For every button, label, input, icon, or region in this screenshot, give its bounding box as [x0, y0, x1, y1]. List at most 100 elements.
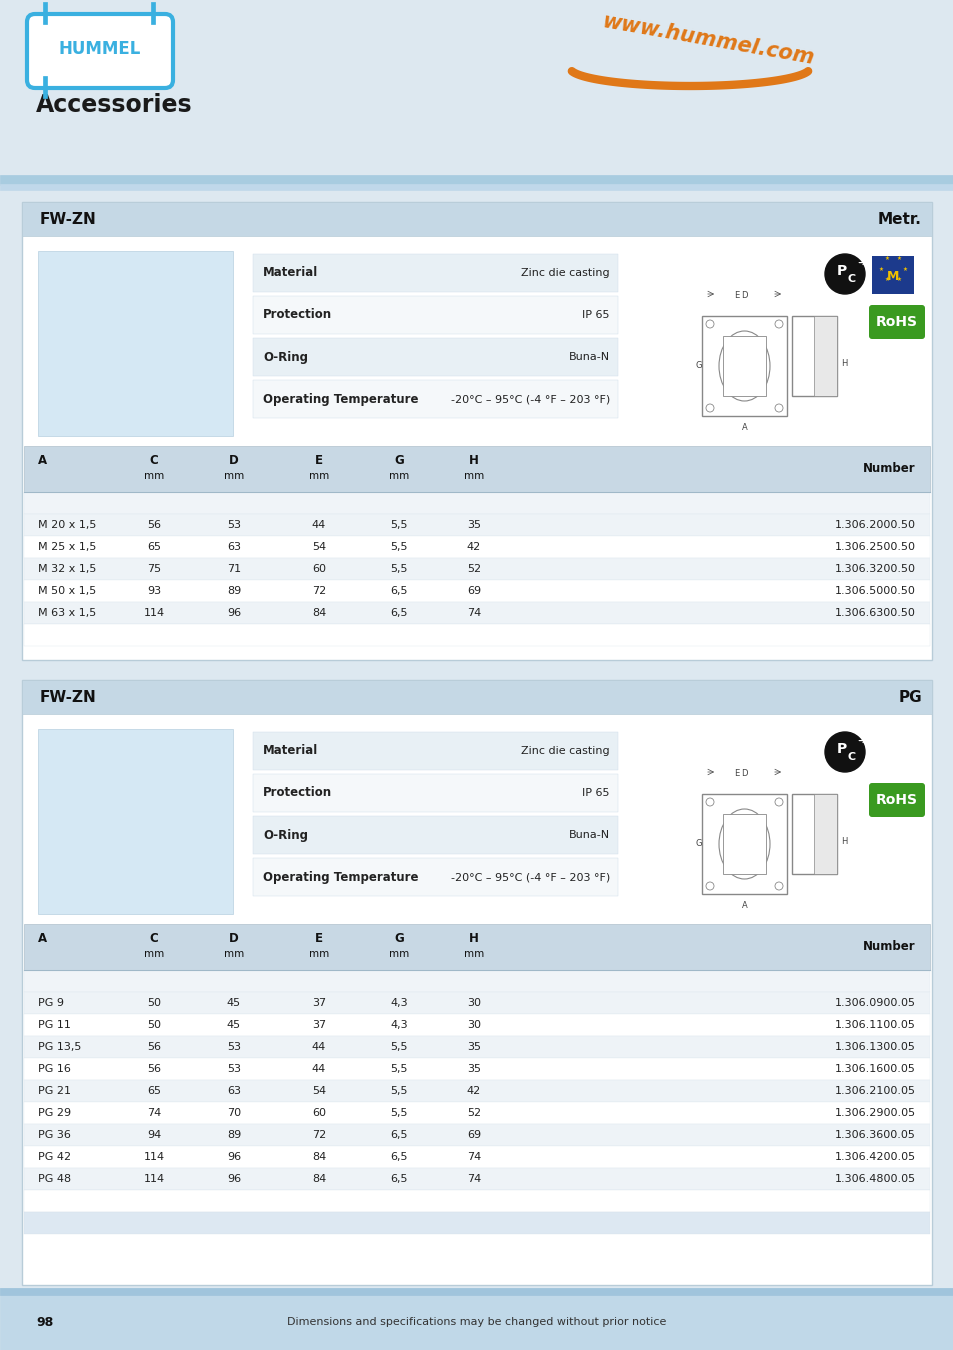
Text: PG 48: PG 48: [38, 1174, 71, 1184]
Text: 35: 35: [467, 1042, 480, 1052]
Text: Number: Number: [862, 940, 915, 953]
Bar: [722, 814, 765, 873]
Bar: [24, 1058, 929, 1080]
Text: PG 21: PG 21: [38, 1085, 71, 1096]
Text: 6,5: 6,5: [390, 1130, 407, 1139]
Bar: [22, 680, 931, 714]
FancyBboxPatch shape: [868, 305, 924, 339]
Text: Operating Temperature: Operating Temperature: [263, 393, 418, 405]
Text: 53: 53: [227, 1042, 241, 1052]
Bar: [814, 794, 836, 873]
Text: 54: 54: [312, 541, 326, 552]
Text: 52: 52: [466, 564, 480, 574]
Text: PG 11: PG 11: [38, 1021, 71, 1030]
Text: RoHS: RoHS: [875, 792, 917, 807]
Text: Operating Temperature: Operating Temperature: [263, 871, 418, 883]
Bar: [24, 624, 929, 647]
Bar: [701, 794, 786, 894]
Text: PG 13,5: PG 13,5: [38, 1042, 81, 1052]
Text: 35: 35: [467, 1064, 480, 1075]
Text: 42: 42: [466, 541, 480, 552]
Text: IP 65: IP 65: [582, 310, 609, 320]
Text: 50: 50: [147, 1021, 161, 1030]
Text: 75: 75: [147, 564, 161, 574]
Text: mm: mm: [463, 471, 483, 481]
Text: PG 42: PG 42: [38, 1152, 71, 1162]
Text: 53: 53: [227, 520, 241, 531]
Bar: [24, 491, 929, 514]
Text: 72: 72: [312, 586, 326, 595]
Text: 37: 37: [312, 1021, 326, 1030]
Text: 114: 114: [143, 1174, 164, 1184]
Text: 74: 74: [147, 1108, 161, 1118]
Text: -20°C – 95°C (-4 °F – 203 °F): -20°C – 95°C (-4 °F – 203 °F): [450, 394, 609, 404]
Text: 30: 30: [467, 998, 480, 1008]
Bar: [253, 254, 618, 292]
Bar: [791, 794, 836, 873]
Bar: [871, 256, 913, 294]
Text: FW-ZN: FW-ZN: [40, 690, 96, 705]
Text: 52: 52: [466, 1108, 480, 1118]
Text: 1.306.5000.50: 1.306.5000.50: [834, 586, 915, 595]
Bar: [24, 1035, 929, 1058]
Text: 84: 84: [312, 1152, 326, 1162]
Text: 65: 65: [147, 541, 161, 552]
Circle shape: [774, 798, 782, 806]
Text: E: E: [733, 769, 739, 779]
Text: G: G: [695, 840, 701, 849]
Text: Protection: Protection: [263, 309, 332, 321]
Text: Zinc die casting: Zinc die casting: [521, 269, 609, 278]
Text: IP 65: IP 65: [582, 788, 609, 798]
Text: mm: mm: [389, 471, 409, 481]
Text: 5,5: 5,5: [390, 1064, 407, 1075]
Text: 44: 44: [312, 1042, 326, 1052]
Text: E: E: [314, 454, 323, 467]
Bar: [24, 1189, 929, 1212]
Bar: [0, 184, 953, 190]
Text: A: A: [740, 424, 746, 432]
Text: A: A: [740, 902, 746, 910]
Text: M 32 x 1,5: M 32 x 1,5: [38, 564, 96, 574]
Text: HUMMEL: HUMMEL: [59, 40, 141, 58]
Text: 60: 60: [312, 1108, 326, 1118]
Text: 45: 45: [227, 1021, 241, 1030]
Circle shape: [774, 404, 782, 412]
Bar: [24, 1014, 929, 1035]
Bar: [253, 732, 618, 769]
Text: 96: 96: [227, 1152, 241, 1162]
Circle shape: [705, 882, 713, 890]
Text: Buna-N: Buna-N: [568, 352, 609, 362]
Text: D: D: [740, 292, 747, 301]
Bar: [151, 1, 154, 24]
Text: C: C: [150, 454, 158, 467]
Text: 84: 84: [312, 608, 326, 618]
Text: 84: 84: [312, 1174, 326, 1184]
Text: mm: mm: [144, 949, 164, 958]
Bar: [22, 202, 931, 660]
Text: 56: 56: [147, 1042, 161, 1052]
Text: 1.306.3600.05: 1.306.3600.05: [834, 1130, 915, 1139]
Bar: [24, 1080, 929, 1102]
Text: D: D: [740, 769, 747, 779]
Text: P: P: [836, 265, 846, 278]
Text: A: A: [38, 931, 47, 945]
Text: 44: 44: [312, 1064, 326, 1075]
Text: C: C: [847, 752, 855, 761]
Bar: [253, 815, 618, 855]
Text: M 25 x 1,5: M 25 x 1,5: [38, 541, 96, 552]
Text: 63: 63: [227, 1085, 241, 1096]
Text: 1.306.0900.05: 1.306.0900.05: [834, 998, 915, 1008]
Text: 96: 96: [227, 1174, 241, 1184]
Text: PG 29: PG 29: [38, 1108, 71, 1118]
Text: D: D: [229, 454, 238, 467]
FancyBboxPatch shape: [868, 783, 924, 817]
Text: 1.306.1600.05: 1.306.1600.05: [834, 1064, 915, 1075]
Text: 6,5: 6,5: [390, 1174, 407, 1184]
Bar: [22, 680, 931, 1285]
Bar: [0, 176, 953, 185]
Text: ★: ★: [883, 256, 888, 261]
Text: FW-ZN: FW-ZN: [40, 212, 96, 227]
Text: ★: ★: [883, 277, 888, 282]
Text: C: C: [150, 931, 158, 945]
Text: Number: Number: [862, 462, 915, 474]
